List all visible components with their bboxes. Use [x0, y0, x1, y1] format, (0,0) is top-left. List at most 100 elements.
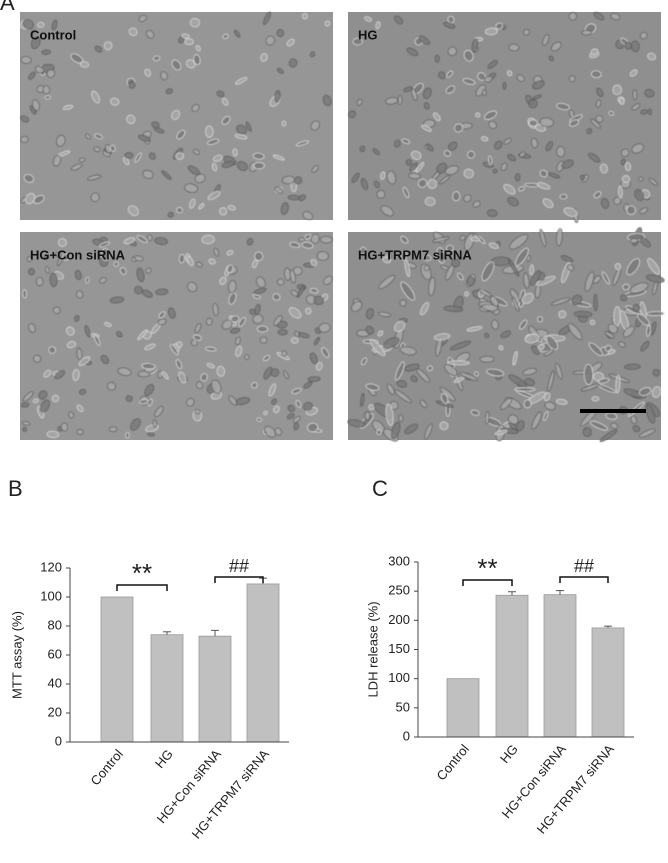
cell: [411, 88, 418, 101]
cell: [273, 405, 280, 414]
cell: [423, 254, 432, 262]
error-bar: [163, 631, 171, 635]
cell: [321, 347, 330, 358]
cell: [68, 411, 75, 419]
cell: [78, 388, 87, 395]
cell: [634, 189, 644, 201]
cell: [539, 169, 548, 178]
cell: [181, 33, 190, 39]
y-tick-label: 250: [388, 583, 410, 598]
cell: [286, 38, 295, 47]
cell: [645, 404, 656, 424]
cell: [130, 418, 141, 431]
cell: [365, 325, 374, 335]
cell: [480, 136, 489, 142]
cell: [586, 128, 593, 135]
cell: [638, 387, 652, 396]
cell: [451, 258, 460, 268]
cell: [610, 12, 621, 21]
cell: [26, 256, 33, 263]
cell: [365, 411, 371, 421]
cell: [309, 51, 316, 58]
y-axis-label: MTT assay (%): [9, 611, 24, 699]
cell: [144, 68, 152, 77]
cell: [56, 134, 66, 147]
cell: [359, 246, 367, 255]
cell: [592, 275, 602, 284]
cell: [185, 59, 196, 69]
cell: [472, 200, 481, 208]
cell: [591, 396, 600, 402]
cell: [615, 374, 621, 394]
cell: [380, 171, 386, 180]
cell: [234, 29, 241, 38]
cell: [580, 383, 600, 392]
cell: [310, 259, 318, 267]
cell: [260, 53, 268, 62]
cell: [524, 182, 539, 188]
cell: [272, 154, 285, 161]
cell: [543, 411, 549, 422]
cell: [539, 228, 547, 247]
cell: [394, 389, 412, 404]
cell: [507, 196, 519, 207]
cell: [153, 127, 165, 134]
cell: [644, 88, 655, 98]
cell: [138, 14, 147, 23]
cell: [85, 133, 91, 140]
cell: [630, 415, 637, 425]
cell: [631, 143, 644, 154]
cell: [583, 363, 594, 386]
cell: [466, 276, 475, 286]
cell: [427, 365, 433, 372]
cell: [263, 11, 271, 26]
significance-label: **: [132, 558, 152, 588]
cell: [589, 319, 596, 326]
cell: [287, 194, 301, 201]
cell: [596, 87, 604, 98]
cell: [560, 255, 574, 263]
cell: [74, 270, 82, 280]
cell: [433, 333, 451, 341]
cell: [463, 168, 474, 179]
cell: [599, 163, 608, 174]
cell: [125, 431, 130, 439]
cell: [194, 173, 206, 184]
cell: [508, 374, 527, 388]
cell: [158, 311, 166, 319]
cell: [301, 13, 308, 20]
cell: [138, 134, 151, 142]
bar: [591, 627, 625, 738]
significance-bracket: [559, 576, 609, 583]
cell: [474, 371, 479, 377]
cell: [516, 420, 525, 432]
cell: [450, 340, 472, 351]
cell: [567, 323, 583, 340]
cell: [479, 355, 495, 363]
cell: [152, 55, 161, 62]
cell: [493, 140, 503, 150]
error-bar: [211, 629, 219, 637]
cell: [287, 404, 295, 413]
cell: [66, 340, 77, 349]
cell: [125, 395, 133, 402]
cell: [647, 108, 653, 116]
cell: [593, 11, 605, 21]
cell: [547, 370, 555, 393]
cell: [512, 350, 518, 366]
cell: [84, 325, 91, 338]
cell: [610, 422, 619, 429]
cell: [144, 343, 156, 351]
cell: [113, 261, 119, 267]
cell: [447, 46, 457, 57]
cell: [211, 162, 218, 172]
cell: [280, 202, 289, 215]
cell: [23, 174, 35, 183]
cell: [103, 41, 113, 51]
cell: [101, 247, 110, 262]
cell: [548, 172, 561, 179]
cell: [145, 267, 152, 274]
cell: [424, 423, 433, 440]
cell: [154, 237, 168, 245]
cell: [171, 59, 182, 71]
